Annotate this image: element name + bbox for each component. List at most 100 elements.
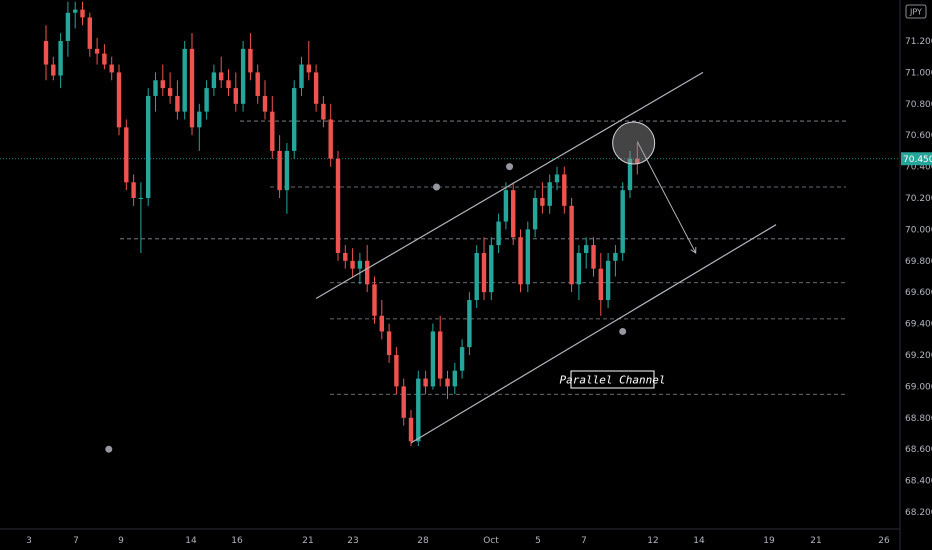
price-tick-label: 68.600 (905, 445, 932, 455)
time-tick-label: 14 (185, 536, 197, 546)
price-tick-label: 70.600 (905, 131, 932, 141)
candle-body (430, 331, 436, 387)
candle-body (613, 252, 618, 261)
candle-body (423, 378, 428, 387)
candle-body (124, 127, 129, 183)
candle-body (167, 88, 173, 96)
time-tick-label: 21 (810, 536, 821, 546)
candle-body (306, 64, 311, 73)
pivot-marker[interactable] (619, 327, 627, 335)
candle-body (569, 205, 574, 285)
candle-body (540, 198, 545, 206)
candle-body (102, 53, 107, 65)
projection-arrow-head (690, 246, 697, 254)
candle-body (138, 198, 144, 199)
candle-body (131, 182, 136, 198)
candle-body (51, 64, 56, 76)
price-axis[interactable]: 71.200 71.000 70.800 70.600 70.400 70.200 70.0… (905, 37, 932, 518)
last-price-label: 70.450 (903, 155, 932, 165)
candle-body (343, 252, 348, 261)
channel-annotation[interactable]: Parallel Channel (560, 370, 666, 389)
candle-body (175, 95, 180, 112)
price-tick-label: 70.800 (905, 100, 932, 110)
channel-annotation-label: Parallel Channel (560, 374, 666, 387)
candle-body (211, 72, 217, 89)
candle-body (109, 64, 114, 73)
candle-body (189, 48, 195, 128)
candle-body (525, 229, 530, 285)
candle-body (284, 150, 290, 191)
candle-body (182, 48, 187, 112)
candle-body (153, 80, 158, 96)
projection-arrow[interactable] (636, 141, 697, 254)
candle-body (146, 95, 151, 198)
price-tick-label: 68.400 (905, 477, 932, 487)
candle-body (547, 182, 552, 206)
pivot-marker[interactable] (506, 163, 514, 171)
price-tick-label: 71.000 (905, 68, 932, 78)
candle-body (372, 284, 377, 316)
candle-body (467, 300, 472, 348)
candle-body (226, 80, 231, 89)
candle-body (386, 331, 392, 355)
candle-body (87, 17, 92, 49)
candle-body (452, 370, 457, 387)
candle-body (518, 237, 523, 285)
currency-badge[interactable]: JPY (905, 4, 927, 19)
price-tick-label: 70.000 (905, 225, 932, 235)
last-price-tag: 70.450 (901, 152, 932, 166)
candle-body (496, 221, 501, 246)
candle-body (532, 198, 538, 230)
currency-label: JPY (909, 8, 922, 17)
candle-body (313, 72, 319, 104)
drawings (105, 71, 777, 453)
candle-body (292, 88, 297, 151)
candle-body (416, 378, 421, 442)
candle-body (576, 252, 582, 285)
pivot-marker[interactable] (433, 183, 441, 191)
pivot-marker[interactable] (105, 445, 113, 453)
candle-body (474, 252, 479, 301)
price-tick-label: 70.400 (905, 163, 932, 173)
candle-body (445, 378, 450, 387)
candle-body (481, 252, 487, 293)
candle-body (408, 417, 414, 442)
time-tick-label: 3 (26, 536, 32, 546)
time-tick-label: Oct (483, 536, 499, 546)
time-tick-label: 16 (231, 536, 243, 546)
price-tick-label: 69.600 (905, 288, 932, 298)
time-tick-label: 19 (763, 536, 775, 546)
candle-body (328, 119, 333, 159)
price-tick-label: 70.200 (905, 194, 932, 204)
candle-body (605, 260, 611, 301)
candle-body (321, 103, 326, 120)
time-tick-label: 9 (118, 536, 124, 546)
channel-upper-line[interactable] (315, 71, 704, 299)
candle-body (270, 111, 275, 151)
candle-body (635, 158, 640, 164)
time-tick-label: 26 (878, 536, 890, 546)
candle-body (43, 41, 49, 65)
time-tick-label: 7 (581, 536, 587, 546)
candle-body (620, 190, 625, 253)
price-tick-label: 71.200 (905, 37, 932, 47)
highlight-circle[interactable] (612, 121, 656, 165)
candle-body (240, 48, 246, 104)
candle-body (255, 72, 260, 96)
candle-body (116, 72, 122, 128)
candle-body (160, 80, 165, 89)
candle-body (80, 9, 85, 18)
time-tick-label: 12 (647, 536, 658, 546)
price-tick-label: 69.200 (905, 351, 932, 361)
candle-body (357, 260, 363, 269)
price-tick-label: 69.800 (905, 257, 932, 267)
candle-body (350, 260, 355, 269)
candle-body (562, 174, 567, 206)
candle-body (438, 331, 443, 379)
candle-body (73, 9, 78, 13)
candle-body (394, 355, 399, 387)
time-axis[interactable]: 3 7 9 14 16 21 23 28 Oct 5 7 12 14 19 21 26 (26, 536, 890, 546)
channel-lower-line[interactable] (410, 224, 777, 444)
candle-body (219, 72, 224, 81)
